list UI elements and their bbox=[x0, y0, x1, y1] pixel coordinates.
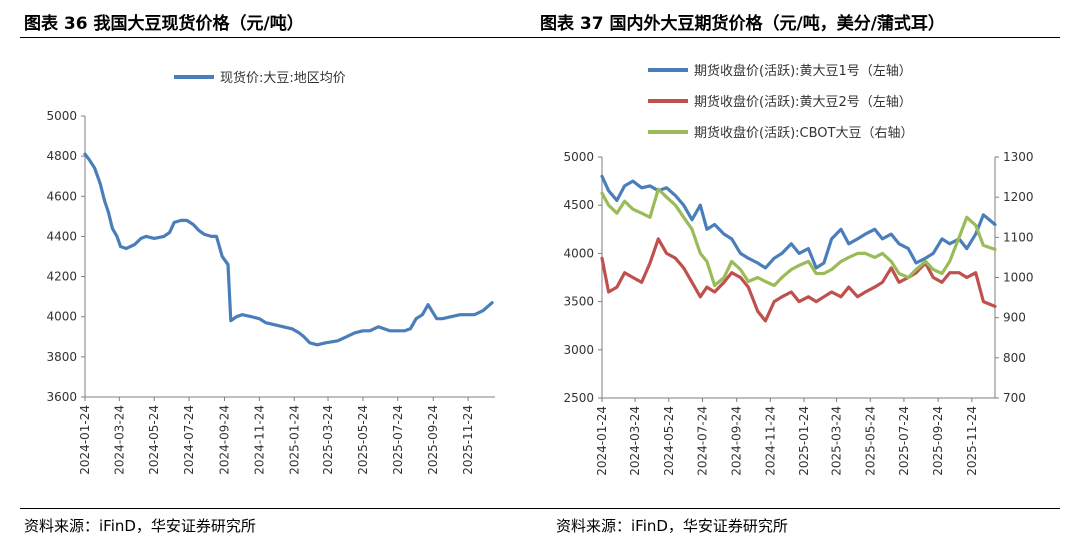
right-y-tick-label: 3000 bbox=[563, 343, 594, 357]
right-x-tick-label: 2025-01-24 bbox=[797, 406, 811, 476]
left-x-tick-label: 2024-03-24 bbox=[112, 405, 126, 475]
right-y2-tick-label: 1200 bbox=[1003, 190, 1034, 204]
right-y-tick-label: 5000 bbox=[563, 150, 594, 164]
right-legend-label-1: 期货收盘价(活跃):黄大豆2号（左轴） bbox=[694, 94, 912, 110]
left-y-tick-label: 4800 bbox=[46, 149, 77, 163]
right-y2-tick-label: 700 bbox=[1003, 391, 1026, 405]
left-source-note: 资料来源：iFinD，华安证券研究所 bbox=[24, 517, 256, 535]
left-y-tick-label: 4200 bbox=[46, 270, 77, 284]
left-x-tick-label: 2025-05-24 bbox=[356, 405, 370, 475]
right-y2-tick-label: 1100 bbox=[1003, 230, 1034, 244]
right-series-line-0 bbox=[600, 174, 997, 270]
right-x-tick-label: 2025-07-24 bbox=[897, 406, 911, 476]
right-series-line-1 bbox=[600, 237, 997, 323]
left-legend-label-0: 现货价:大豆:地区均价 bbox=[220, 70, 346, 86]
right-x-tick-label: 2024-01-24 bbox=[595, 406, 609, 476]
right-y2-tick-label: 900 bbox=[1003, 311, 1026, 325]
left-x-tick-label: 2025-07-24 bbox=[391, 405, 405, 475]
left-y-tick-label: 3600 bbox=[46, 390, 77, 404]
left-x-tick-label: 2024-11-24 bbox=[252, 405, 266, 475]
right-x-tick-label: 2025-05-24 bbox=[863, 406, 877, 476]
right-y2-tick-label: 1000 bbox=[1003, 271, 1034, 285]
right-x-tick-label: 2024-05-24 bbox=[662, 406, 676, 476]
futures-price-chart: 5000 4500 4000 3500 3000 2500 1300 1200 1100 1000… bbox=[563, 63, 1033, 476]
right-x-tick-label: 2024-03-24 bbox=[628, 406, 642, 476]
right-chart-title: 图表 37 国内外大豆期货价格（元/吨，美分/蒲式耳） bbox=[540, 14, 945, 34]
bottom-divider bbox=[20, 508, 1060, 509]
left-y-tick-label: 3800 bbox=[46, 350, 77, 364]
right-legend-label-2: 期货收盘价(活跃):CBOT大豆（右轴） bbox=[694, 125, 913, 141]
left-x-tick-label: 2024-07-24 bbox=[182, 405, 196, 475]
left-x-tick-label: 2025-11-24 bbox=[461, 405, 475, 475]
left-y-tick-label: 4400 bbox=[46, 229, 77, 243]
left-x-tick-label: 2025-09-24 bbox=[426, 405, 440, 475]
right-y2-tick-label: 1300 bbox=[1003, 150, 1034, 164]
left-y-tick-label: 5000 bbox=[46, 109, 77, 123]
top-divider bbox=[20, 37, 1060, 38]
left-x-tick-label: 2025-01-24 bbox=[287, 405, 301, 475]
left-series-line-0 bbox=[83, 152, 494, 347]
right-y-tick-label: 2500 bbox=[563, 391, 594, 405]
left-x-tick-label: 2025-03-24 bbox=[321, 405, 335, 475]
left-x-tick-label: 2024-01-24 bbox=[78, 405, 92, 475]
left-x-tick-label: 2024-05-24 bbox=[147, 405, 161, 475]
right-legend-label-0: 期货收盘价(活跃):黄大豆1号（左轴） bbox=[694, 63, 912, 79]
right-x-tick-label: 2025-03-24 bbox=[830, 406, 844, 476]
right-series-line-2 bbox=[600, 187, 997, 288]
right-x-tick-label: 2025-11-24 bbox=[965, 406, 979, 476]
right-source-note: 资料来源：iFinD，华安证券研究所 bbox=[556, 517, 788, 535]
left-x-tick-label: 2024-09-24 bbox=[218, 405, 232, 475]
left-y-tick-label: 4000 bbox=[46, 310, 77, 324]
right-x-tick-label: 2025-09-24 bbox=[931, 406, 945, 476]
right-x-tick-label: 2024-09-24 bbox=[730, 406, 744, 476]
right-y-tick-label: 3500 bbox=[563, 295, 594, 309]
right-x-tick-label: 2024-11-24 bbox=[763, 406, 777, 476]
right-y2-tick-label: 800 bbox=[1003, 351, 1026, 365]
left-chart-title: 图表 36 我国大豆现货价格（元/吨） bbox=[24, 14, 304, 34]
right-y-tick-label: 4500 bbox=[563, 198, 594, 212]
spot-price-chart: 5000 4800 4600 4400 4200 4000 3800 36002024-01-… bbox=[46, 70, 495, 475]
left-y-tick-label: 4600 bbox=[46, 189, 77, 203]
right-y-tick-label: 4000 bbox=[563, 246, 594, 260]
right-x-tick-label: 2024-07-24 bbox=[695, 406, 709, 476]
